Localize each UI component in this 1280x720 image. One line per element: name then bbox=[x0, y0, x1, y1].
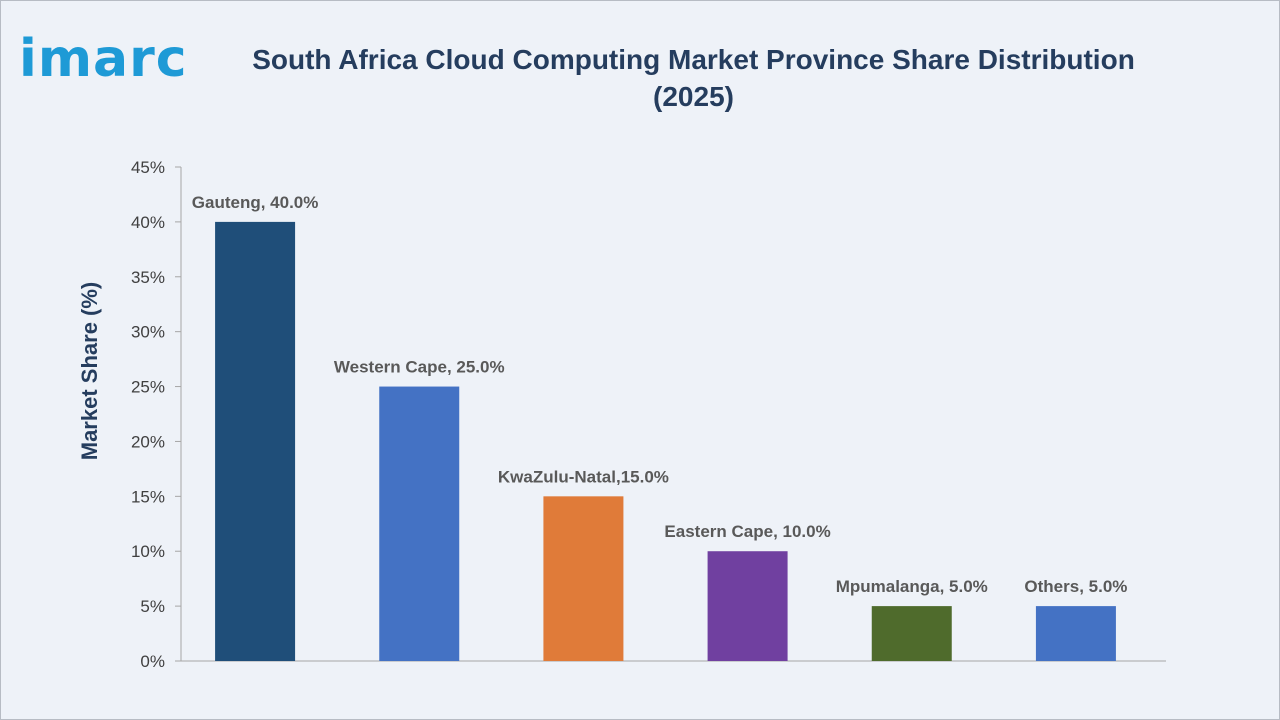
bar-mpumalanga bbox=[871, 606, 952, 661]
data-label: Others, 5.0% bbox=[1024, 577, 1127, 596]
y-tick-label: 40% bbox=[131, 213, 165, 232]
y-tick-label: 15% bbox=[131, 487, 165, 506]
imarc-logo: imarc bbox=[19, 29, 188, 89]
bar-kwazulu-natal bbox=[543, 496, 624, 661]
data-label: Western Cape, 25.0% bbox=[334, 358, 505, 377]
bar-gauteng bbox=[215, 221, 296, 661]
y-tick-label: 0% bbox=[140, 652, 165, 671]
y-tick-label: 30% bbox=[131, 323, 165, 342]
data-label: Gauteng, 40.0% bbox=[192, 193, 319, 212]
y-tick-label: 35% bbox=[131, 268, 165, 287]
y-tick-label: 45% bbox=[131, 158, 165, 177]
y-axis-title: Market Share (%) bbox=[77, 282, 102, 461]
y-tick-label: 20% bbox=[131, 432, 165, 451]
y-tick-label: 25% bbox=[131, 378, 165, 397]
chart-title: South Africa Cloud Computing Market Prov… bbox=[252, 44, 1135, 112]
data-label: KwaZulu-Natal,15.0% bbox=[498, 467, 669, 486]
y-tick-label: 10% bbox=[131, 542, 165, 561]
bar-western-cape bbox=[379, 386, 460, 661]
bar-eastern-cape bbox=[707, 551, 788, 661]
bar-others bbox=[1035, 606, 1116, 661]
y-tick-label: 5% bbox=[140, 597, 165, 616]
data-label: Eastern Cape, 10.0% bbox=[664, 522, 830, 541]
data-label: Mpumalanga, 5.0% bbox=[836, 577, 988, 596]
